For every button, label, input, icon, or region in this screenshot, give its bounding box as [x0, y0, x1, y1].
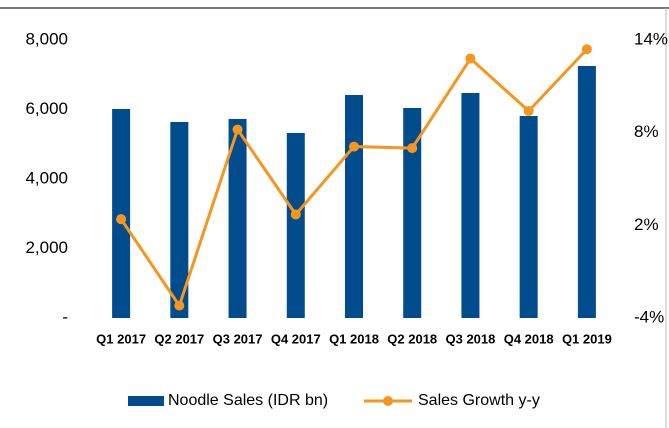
line-marker — [116, 214, 127, 225]
y2-tick-label: -4% — [634, 307, 664, 326]
y-tick-label: 6,000 — [25, 99, 68, 118]
y-tick-label: 2,000 — [25, 238, 68, 257]
x-tick-label: Q3 2017 — [213, 331, 263, 346]
line-marker — [174, 300, 185, 311]
x-tick-label: Q4 2017 — [271, 331, 321, 346]
bar — [286, 132, 305, 318]
x-tick-label: Q1 2019 — [562, 331, 612, 346]
x-tick-label: Q1 2017 — [96, 331, 146, 346]
bar — [519, 115, 538, 318]
x-tick-label: Q4 2018 — [504, 331, 554, 346]
x-tick-label: Q2 2018 — [387, 331, 437, 346]
bar — [577, 65, 596, 318]
legend-marker — [383, 396, 393, 406]
y2-tick-label: 8% — [634, 122, 659, 141]
line-marker — [232, 124, 243, 135]
y-tick-label: 8,000 — [25, 29, 68, 48]
x-tick-label: Q2 2017 — [154, 331, 204, 346]
bar — [461, 92, 480, 319]
bar — [112, 108, 131, 318]
line-marker — [581, 44, 592, 55]
y-tick-label: - — [62, 307, 68, 326]
x-tick-label: Q1 2018 — [329, 331, 379, 346]
line-marker — [290, 209, 301, 220]
line-marker — [465, 53, 476, 64]
x-tick-label: Q3 2018 — [446, 331, 496, 346]
y-tick-label: 4,000 — [25, 168, 68, 187]
line-marker — [349, 141, 359, 152]
line-marker — [523, 106, 534, 117]
bar — [345, 95, 363, 318]
y2-tick-label: 14% — [634, 29, 668, 48]
legend-swatch — [128, 396, 164, 406]
legend-label: Noodle Sales (IDR bn) — [168, 392, 328, 409]
y2-tick-label: 2% — [634, 215, 659, 234]
bar — [403, 108, 422, 318]
bar — [228, 118, 247, 318]
legend-label: Sales Growth y-y — [418, 392, 540, 409]
line-marker — [407, 143, 418, 154]
bar — [170, 122, 189, 318]
